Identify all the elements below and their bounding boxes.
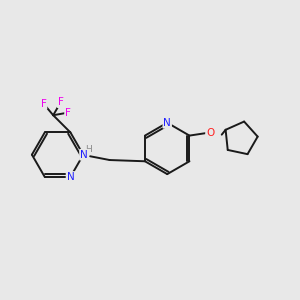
Text: O: O: [206, 128, 214, 138]
Text: N: N: [67, 172, 74, 182]
Text: F: F: [58, 97, 64, 107]
Text: N: N: [164, 118, 171, 128]
Text: N: N: [80, 150, 88, 160]
Text: H: H: [85, 145, 92, 154]
Text: F: F: [65, 108, 71, 118]
Text: F: F: [40, 99, 46, 109]
